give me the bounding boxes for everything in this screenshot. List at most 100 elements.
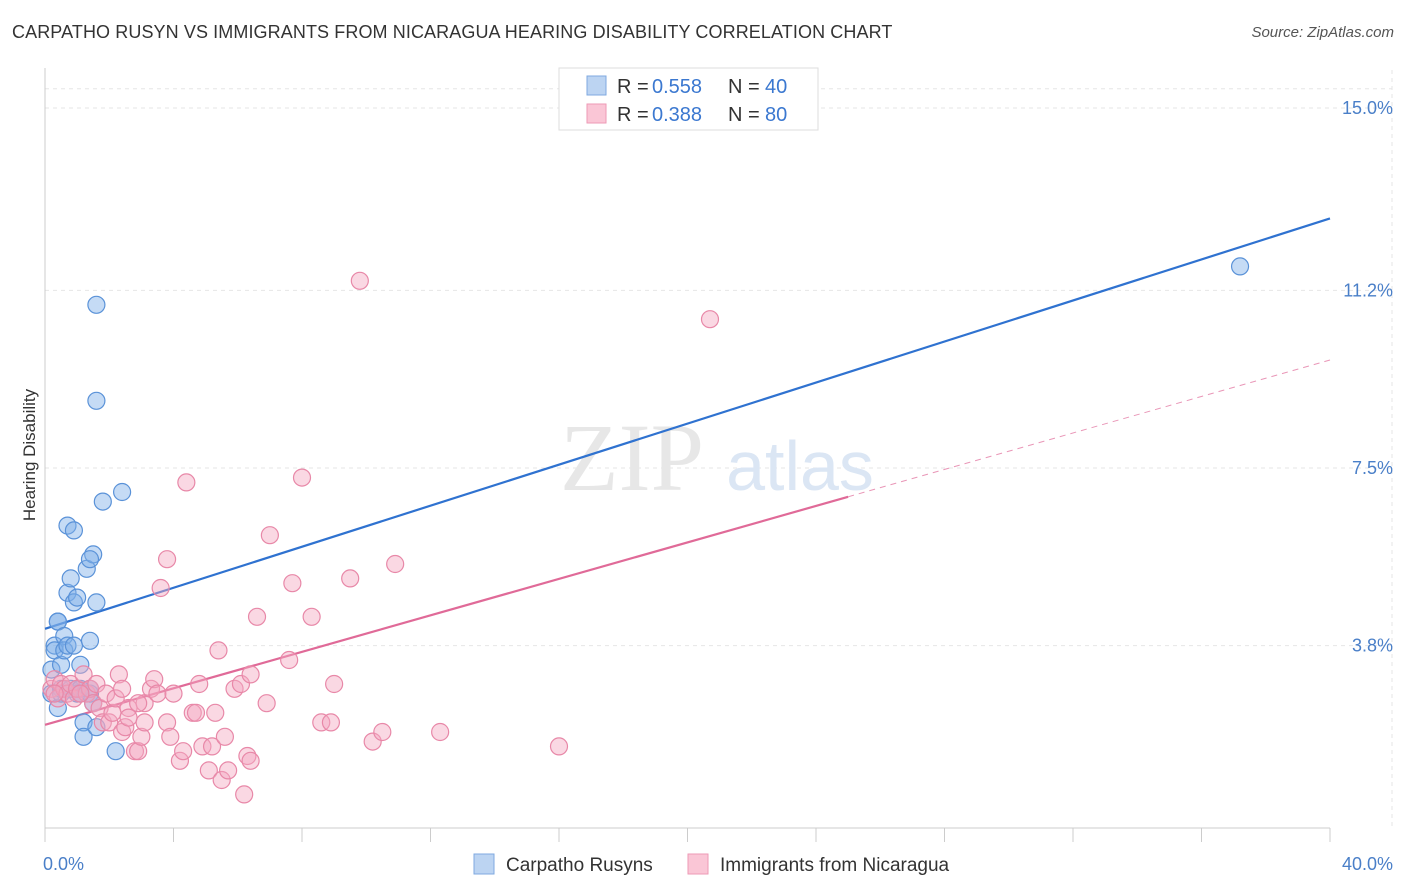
legend-n-value-blue: 40 (765, 76, 787, 98)
point-series-1-51 (215, 727, 234, 746)
point-series-1-34 (151, 578, 170, 598)
point-series-0-39 (93, 492, 112, 511)
point-series-1-77 (45, 684, 64, 703)
axes (44, 68, 1331, 842)
point-series-1-23 (116, 718, 135, 737)
point-series-0-36 (87, 295, 106, 314)
point-series-1-2 (48, 689, 67, 708)
point-series-1-52 (219, 761, 238, 780)
point-series-1-70 (350, 271, 369, 290)
point-series-1-61 (260, 526, 279, 545)
point-series-1-66 (312, 713, 331, 732)
source-credit: Source: ZipAtlas.com (1251, 24, 1394, 41)
point-series-1-35 (157, 550, 177, 569)
point-series-1-58 (241, 665, 260, 684)
point-series-1-44 (190, 674, 209, 694)
point-series-1-45 (193, 737, 212, 756)
point-series-1-73 (386, 554, 405, 574)
legend-r-label-blue: R = (617, 76, 649, 98)
point-series-0-40 (112, 482, 132, 502)
trend-line-extension-series-1 (847, 359, 1331, 498)
legend-n-value-pink: 80 (765, 104, 787, 126)
point-series-1-10 (77, 684, 96, 703)
point-series-1-30 (135, 713, 154, 732)
point-series-1-20 (109, 665, 128, 684)
point-series-1-67 (321, 713, 341, 732)
series-legend-label-blue: Carpatho Rusyns (506, 855, 653, 876)
point-series-1-33 (148, 684, 167, 703)
point-series-0-6 (48, 698, 67, 718)
point-series-1-68 (325, 674, 344, 694)
chart-title: CARPATHO RUSYN VS IMMIGRANTS FROM NICARA… (12, 22, 893, 42)
stats-legend: R = 0.558 N = 40 R = 0.388 N = 80 (558, 67, 819, 131)
point-series-1-64 (292, 468, 312, 487)
point-series-1-15 (93, 713, 112, 732)
legend-n-label-pink: N = (728, 104, 760, 126)
point-series-1-79 (129, 694, 148, 713)
series-legend-swatch-pink (687, 853, 709, 875)
x-tick-label-min: 0.0% (43, 854, 84, 874)
point-series-0-20 (68, 588, 87, 607)
point-series-1-13 (87, 674, 106, 694)
legend-swatch-pink (586, 103, 607, 124)
legend-r-value-pink: 0.388 (652, 104, 702, 126)
legend-r-label-pink: R = (617, 104, 649, 126)
point-series-0-10 (55, 626, 74, 646)
point-series-1-76 (700, 310, 720, 329)
point-series-0-19 (64, 593, 84, 612)
point-series-1-38 (164, 684, 183, 703)
point-series-1-40 (174, 742, 193, 761)
point-series-1-56 (238, 746, 257, 766)
point-series-1-25 (119, 708, 138, 727)
point-series-0-29 (84, 545, 103, 564)
point-series-1-28 (132, 727, 151, 746)
point-series-0-24 (71, 655, 90, 674)
point-series-1-57 (241, 751, 260, 770)
point-series-0-41 (87, 593, 106, 612)
series-legend-label-pink: Immigrants from Nicaragua (720, 855, 950, 876)
point-series-1-75 (549, 737, 569, 756)
point-series-1-74 (431, 722, 450, 742)
point-series-1-19 (106, 689, 125, 708)
point-series-1-46 (199, 761, 218, 780)
point-series-0-12 (58, 636, 77, 655)
point-series-0-27 (74, 727, 93, 746)
point-series-0-30 (80, 631, 100, 650)
point-series-0-2 (45, 636, 64, 655)
point-series-1-65 (302, 607, 321, 626)
point-series-0-17 (64, 521, 84, 540)
y-tick-label-3: 15.0% (1342, 98, 1393, 118)
y-tick-label-0: 3.8% (1352, 636, 1393, 656)
series-legend: Carpatho Rusyns Immigrants from Nicaragu… (473, 853, 950, 876)
tick-labels: 3.8% 7.5% 11.2% 15.0% 0.0% 40.0% (43, 98, 1393, 874)
point-series-0-37 (87, 391, 106, 410)
point-series-0-15 (61, 569, 80, 588)
legend-n-label-blue: N = (728, 76, 760, 98)
point-series-1-72 (373, 722, 392, 742)
point-series-1-49 (209, 641, 228, 660)
point-series-1-50 (212, 770, 231, 790)
point-series-0-18 (64, 636, 84, 655)
point-series-0-38 (106, 742, 125, 761)
point-series-1-54 (231, 674, 251, 694)
watermark-atlas: atlas (726, 427, 874, 505)
point-series-0-34 (80, 550, 100, 569)
point-series-1-55 (235, 785, 254, 804)
point-series-0-0 (42, 660, 61, 679)
point-series-1-36 (157, 713, 177, 732)
y-tick-label-2: 11.2% (1343, 280, 1393, 300)
x-tick-label-max: 40.0% (1342, 854, 1393, 874)
point-series-0-14 (58, 583, 77, 602)
trend-line-series-0 (44, 217, 1331, 630)
series-legend-swatch-blue (473, 853, 495, 875)
legend-swatch-blue (586, 75, 607, 96)
point-series-1-27 (129, 742, 148, 761)
point-series-1-59 (247, 607, 267, 626)
legend-r-value-blue: 0.558 (652, 76, 702, 98)
y-tick-label-1: 7.5% (1352, 458, 1393, 478)
point-series-1-62 (280, 650, 299, 670)
point-series-0-42 (1230, 257, 1250, 276)
point-series-1-71 (363, 732, 382, 751)
grid-lines (45, 70, 1393, 828)
